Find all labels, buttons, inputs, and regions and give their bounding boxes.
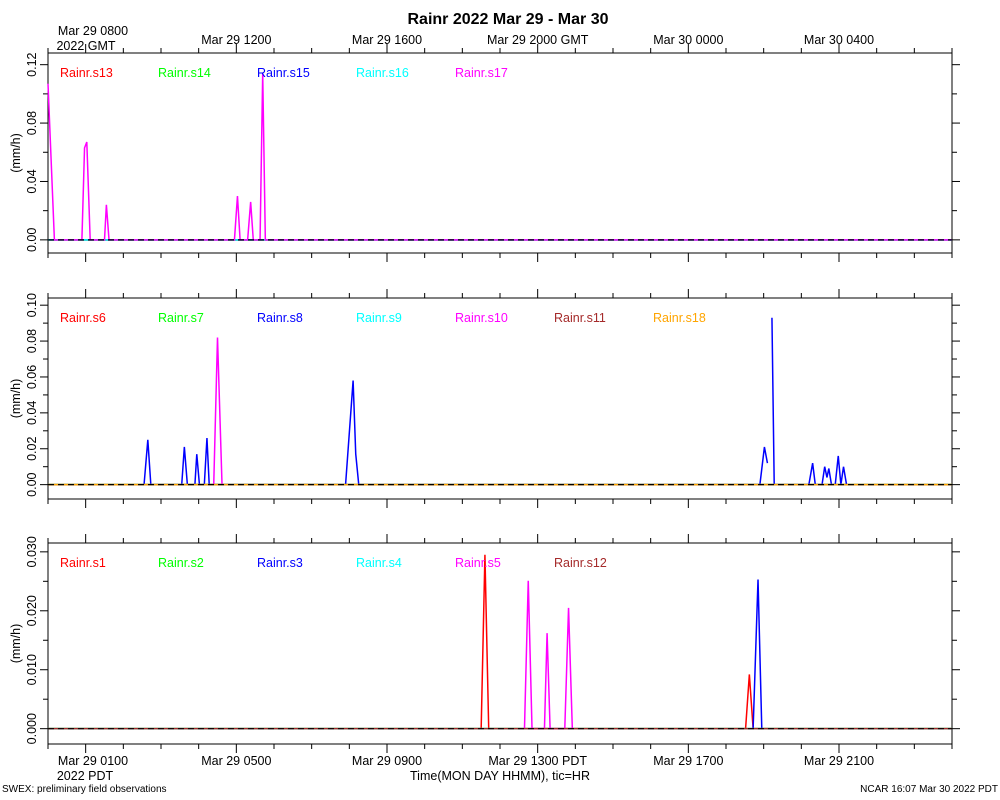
y-tick-label: 0.010 — [25, 654, 39, 685]
y-tick-label: 0.10 — [25, 293, 39, 317]
chart-panel-3: 0.000 0.010 0.020 0.030 (mm/h) Rainr.s1 Rainr.… — [9, 534, 960, 753]
y-axis-label: (mm/h) — [9, 379, 23, 419]
legend-entry: Rainr.s6 — [60, 311, 106, 325]
bottom-axis-first-label-line1: Mar 29 0100 — [58, 754, 128, 768]
chart-title: Rainr 2022 Mar 29 - Mar 30 — [408, 11, 609, 28]
bottom-axis-tick-label: Mar 29 2100 — [804, 754, 874, 768]
series-line-Rainr.s8 — [143, 380, 769, 486]
x-axis-label: Time(MON DAY HHMM), tic=HR — [410, 769, 590, 783]
legend-entry: Rainr.s2 — [158, 556, 204, 570]
y-tick-label: 0.12 — [25, 52, 39, 76]
plot-frame — [47, 542, 953, 745]
y-tick-label: 0.06 — [25, 365, 39, 389]
series-line-Rainr.s5 — [523, 580, 574, 730]
legend-entry: Rainr.s11 — [554, 311, 606, 325]
y-tick-label: 0.08 — [25, 329, 39, 353]
legend-entry: Rainr.s1 — [60, 556, 106, 570]
y-axis-label: (mm/h) — [9, 624, 23, 664]
plot-frame — [47, 297, 953, 500]
legend-entry: Rainr.s9 — [356, 311, 402, 325]
chart-panel-2: 0.00 0.02 0.04 0.06 0.08 0.10 (mm/h) Rainr.s6 Ra… — [9, 289, 960, 508]
legend-entry: Rainr.s16 — [356, 66, 409, 80]
legend-entry: Rainr.s15 — [257, 66, 310, 80]
y-tick-label: 0.02 — [25, 437, 39, 461]
y-tick-label: 0.04 — [25, 169, 39, 193]
legend-entry: Rainr.s13 — [60, 66, 113, 80]
series-line-Rainr.s1 — [48, 554, 952, 730]
legend-entry: Rainr.s10 — [455, 311, 508, 325]
top-axis-tick-label: Mar 29 1200 — [201, 33, 271, 47]
legend-entry: Rainr.s7 — [158, 311, 204, 325]
y-tick-label: 0.04 — [25, 401, 39, 425]
series-line-Rainr.s10 — [212, 337, 223, 485]
bottom-axis-tick-label: Mar 29 1300 PDT — [488, 754, 587, 768]
legend-entry: Rainr.s12 — [554, 556, 607, 570]
top-axis-first-label-line2: 2022 GMT — [56, 39, 115, 53]
y-tick-label: 0.030 — [25, 536, 39, 567]
legend-entry: Rainr.s18 — [653, 311, 706, 325]
y-tick-label: 0.000 — [25, 713, 39, 744]
series-line-Rainr.s17 — [47, 73, 952, 241]
bottom-axis-tick-label: Mar 29 0900 — [352, 754, 422, 768]
top-axis-tick-label: Mar 29 1600 — [352, 33, 422, 47]
y-tick-label: 0.00 — [25, 472, 39, 496]
legend-entry: Rainr.s5 — [455, 556, 501, 570]
series-line-Rainr.s3 — [752, 579, 763, 729]
top-axis-tick-label: Mar 30 0400 — [804, 33, 874, 47]
series-line-Rainr.s8 — [771, 317, 848, 486]
footer-left: SWEX: preliminary field observations — [2, 784, 167, 795]
y-tick-label: 0.00 — [25, 228, 39, 252]
chart-panel-1: 0.00 0.04 0.08 0.12 (mm/h) Rainr.s13 Rainr.s14… — [9, 44, 960, 262]
y-tick-label: 0.08 — [25, 111, 39, 135]
bottom-axis-tick-label: Mar 29 0500 — [201, 754, 271, 768]
footer-right: NCAR 16:07 Mar 30 2022 PDT — [860, 784, 998, 795]
bottom-axis-first-label-line2: 2022 PDT — [57, 769, 114, 783]
y-tick-label: 0.020 — [25, 595, 39, 626]
top-axis-labels: Mar 29 1200 Mar 29 1600 Mar 29 2000 GMT Mar… — [201, 33, 874, 47]
legend-entry: Rainr.s14 — [158, 66, 211, 80]
legend-entry: Rainr.s4 — [356, 556, 402, 570]
top-axis-tick-label: Mar 30 0000 — [653, 33, 723, 47]
chart-panels: 0.00 0.04 0.08 0.12 (mm/h) Rainr.s13 Rainr.s14… — [9, 44, 960, 753]
top-axis-tick-label: Mar 29 2000 GMT — [487, 33, 589, 47]
bottom-axis-tick-label: Mar 29 1700 — [653, 754, 723, 768]
legend-entry: Rainr.s17 — [455, 66, 508, 80]
bottom-axis-labels: Mar 29 0500 Mar 29 0900 Mar 29 1300 PDT Mar… — [201, 754, 874, 768]
legend-entry: Rainr.s8 — [257, 311, 303, 325]
legend-entry: Rainr.s3 — [257, 556, 303, 570]
y-axis-label: (mm/h) — [9, 133, 23, 173]
plot-frame — [47, 52, 953, 254]
top-axis-first-label-line1: Mar 29 0800 — [58, 24, 128, 38]
